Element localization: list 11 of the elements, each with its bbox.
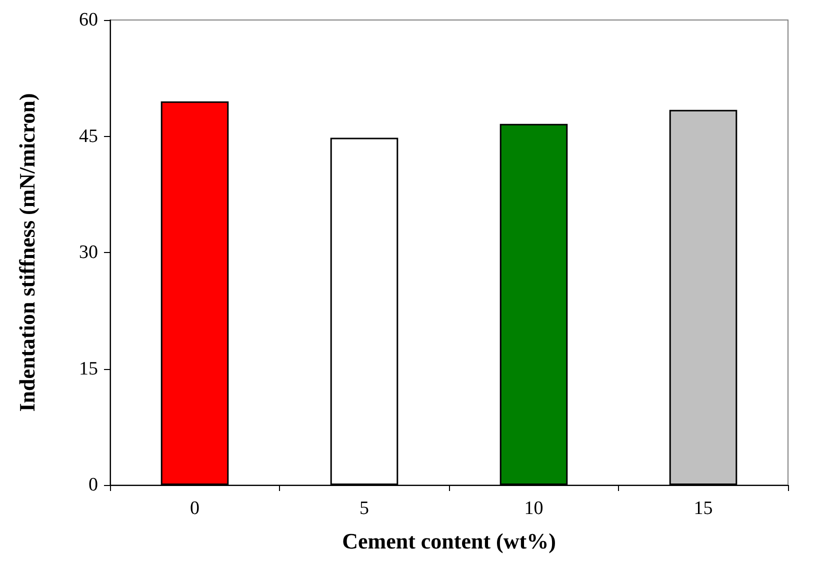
y-tick-label: 0: [88, 474, 98, 496]
y-tick-label: 30: [79, 242, 98, 263]
y-tick-label: 45: [79, 126, 98, 147]
y-tick-label: 15: [79, 358, 98, 380]
y-tick-label: 60: [79, 10, 98, 30]
y-axis-title: Indentation stiffness (mN/micron): [14, 93, 40, 412]
x-tick-label: 5: [360, 498, 369, 519]
x-axis-title: Cement content (wt%): [342, 528, 556, 554]
x-tick-label: 0: [190, 498, 200, 519]
x-tick-label: 15: [694, 498, 713, 519]
x-tick-label: 10: [524, 498, 544, 519]
